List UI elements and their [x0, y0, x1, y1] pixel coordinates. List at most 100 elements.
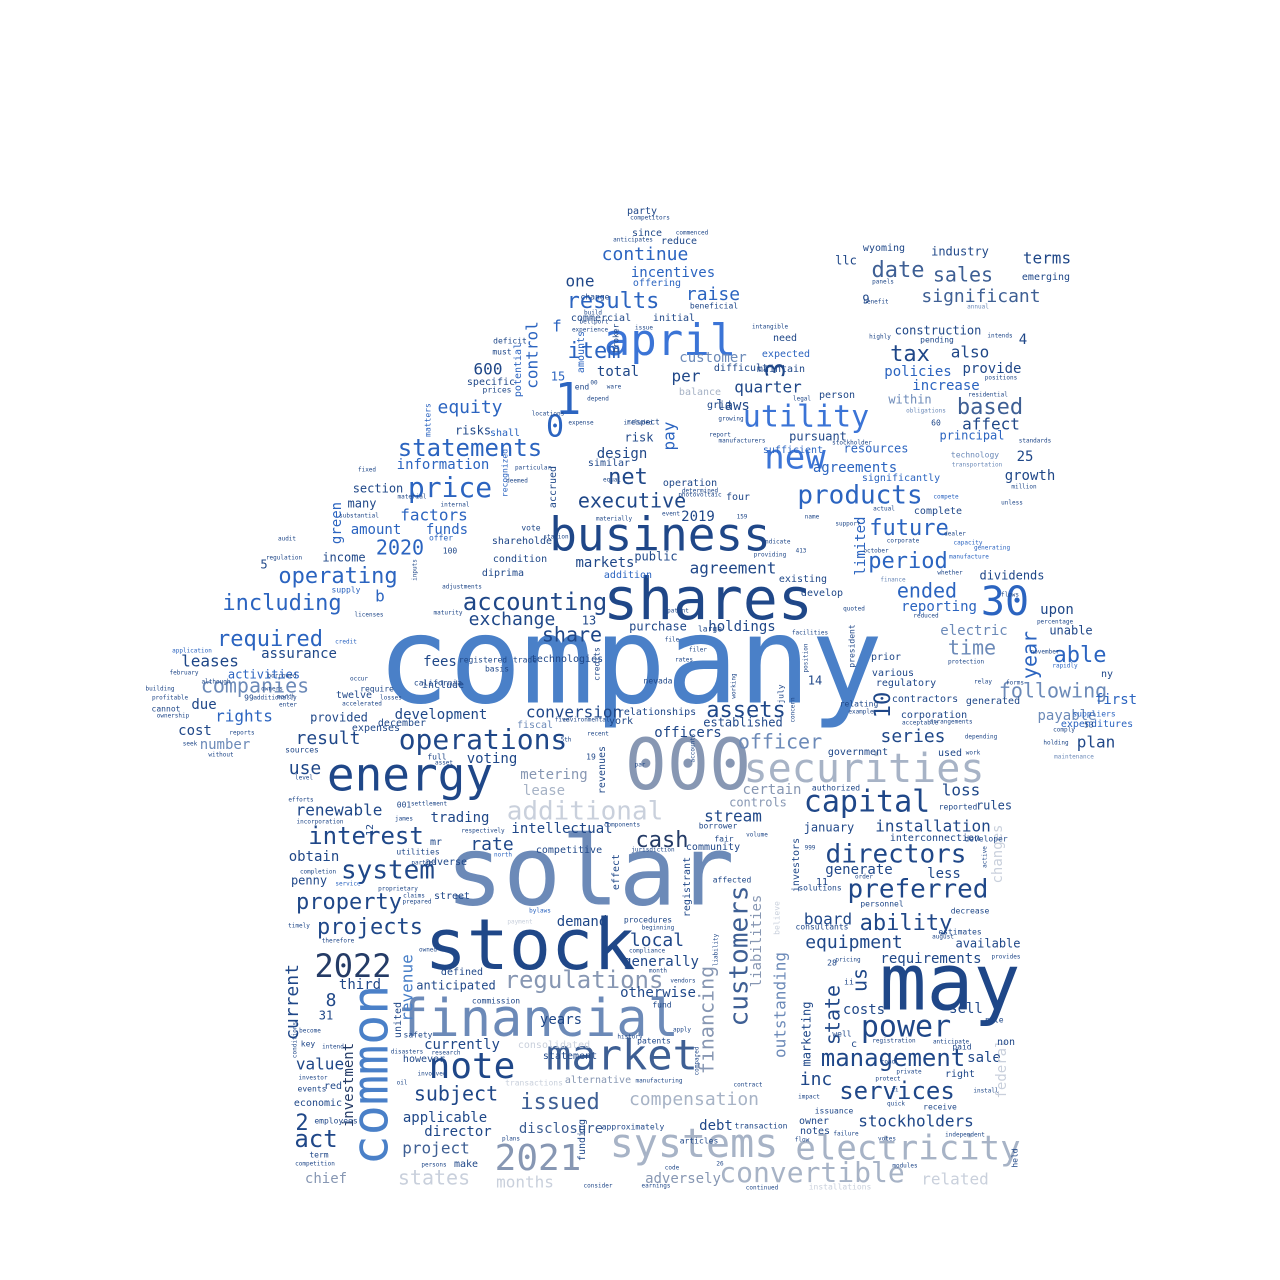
word-executive: executive — [578, 489, 686, 513]
word-contract: contract — [734, 1082, 763, 1089]
word-transportation: transportation — [952, 462, 1003, 469]
word-million: million — [1011, 484, 1037, 491]
word-modules: modules — [892, 1163, 918, 1170]
word-statements: statements — [398, 434, 543, 462]
word-president: president — [848, 624, 857, 668]
word-well: well — [832, 1030, 851, 1039]
word-vendors: vendors — [670, 978, 696, 985]
word-must: must — [492, 348, 511, 357]
word-raise: raise — [686, 284, 740, 305]
word-us: us — [848, 968, 872, 992]
word-shareholder: shareholder — [492, 536, 558, 547]
word-percentage: percentage — [1037, 619, 1074, 626]
word-independent: independent — [945, 1132, 985, 1139]
word-mr: mr — [430, 837, 442, 848]
word-concern: concern — [790, 697, 797, 723]
word-convertible: convertible — [719, 1156, 904, 1189]
word-projects: projects — [317, 915, 423, 940]
word-deemed: deemed — [506, 478, 528, 485]
word-stockholders: stockholders — [858, 1112, 974, 1131]
word-balance: balance — [679, 387, 721, 398]
word-000: 000 — [625, 724, 751, 806]
word-beginning: beginning — [642, 925, 675, 932]
word-common: common — [342, 985, 400, 1166]
word-stock: stock — [425, 904, 636, 986]
word-proprietary: proprietary — [378, 886, 418, 893]
word-funding: funding — [577, 1119, 588, 1161]
word-employees: employees — [314, 1117, 358, 1126]
word-credits: credits — [593, 647, 602, 681]
word-grid: grid — [707, 400, 731, 411]
word-anticipated: anticipated — [416, 979, 495, 993]
word-obligations: obligations — [906, 408, 946, 415]
word-condition: condition — [493, 554, 547, 565]
word-financial: financial — [397, 989, 679, 1049]
word-payable: payable — [1037, 708, 1096, 724]
word-director: director — [424, 1124, 491, 1140]
word-total: total — [597, 364, 639, 380]
word-work: work — [966, 750, 981, 757]
word-various: various — [872, 668, 914, 679]
word-funds: funds — [426, 522, 468, 538]
word-beneficial: beneficial — [690, 302, 738, 311]
word-owned: owned — [419, 947, 437, 954]
word-finance: finance — [880, 577, 906, 584]
word-relay: relay — [974, 679, 992, 686]
word-999: 999 — [805, 845, 816, 852]
word-federal: federal — [994, 1039, 1010, 1098]
word-profitable: profitable — [152, 695, 189, 702]
word-patent: patent — [667, 608, 689, 615]
word-marketing: marketing — [800, 1001, 814, 1066]
word-8: 8 — [326, 990, 337, 1011]
word-ny: ny — [1101, 669, 1113, 680]
word-name: name — [805, 514, 820, 521]
word-otherwise: otherwise — [620, 985, 696, 1001]
word-fixed: fixed — [358, 467, 376, 474]
word-twelve: twelve — [336, 690, 372, 701]
word-project: project — [402, 1139, 469, 1158]
word-investors: investors — [791, 838, 802, 892]
word-transaction: transaction — [735, 1122, 788, 1131]
word-enter: enter — [279, 702, 297, 709]
word-position: position — [803, 643, 810, 672]
word-forms: forms — [1006, 680, 1024, 687]
word-001: 001 — [397, 801, 412, 810]
word-13: 13 — [582, 614, 596, 628]
word-voting: voting — [467, 751, 518, 767]
word-f: f — [552, 317, 562, 336]
word-trading: trading — [430, 810, 489, 826]
word-contractors: contractors — [892, 694, 958, 705]
word-equipment: equipment — [805, 932, 903, 953]
word-legal: legal — [793, 396, 811, 403]
word-able: able — [1054, 643, 1107, 668]
word-obtain: obtain — [289, 849, 340, 865]
word-quick: quick — [887, 1101, 905, 1108]
word-specific: specific — [467, 377, 515, 388]
word-pricing: pricing — [835, 957, 861, 964]
word-600: 600 — [474, 360, 503, 379]
word-dividends: dividends — [979, 569, 1044, 583]
word-environmental: environmental — [563, 717, 610, 724]
word-compliance: compliance — [629, 948, 666, 955]
word-rule: rule — [984, 1016, 1003, 1025]
word-liability: liability — [713, 933, 720, 966]
word-25: 25 — [1017, 449, 1034, 465]
word-party: party — [627, 206, 657, 217]
word-regulatory: regulatory — [876, 678, 936, 689]
word-inputs: inputs — [412, 559, 419, 581]
word-competitors: competitors — [630, 215, 670, 222]
word-history: history — [617, 1034, 643, 1041]
word-results: results — [567, 289, 660, 314]
word-supply: supply — [332, 586, 361, 595]
word-indicate: indicate — [762, 539, 791, 546]
word-sales: sales — [933, 263, 993, 287]
word-system: system — [341, 856, 435, 886]
word-value: value — [296, 1055, 344, 1074]
word-item: item — [568, 339, 621, 364]
word-generated: generated — [966, 696, 1020, 707]
word-substantial: substantial — [339, 513, 379, 520]
word-accelerated: accelerated — [342, 701, 382, 708]
word-terms: terms — [1023, 249, 1071, 268]
word-large: large — [698, 625, 722, 634]
